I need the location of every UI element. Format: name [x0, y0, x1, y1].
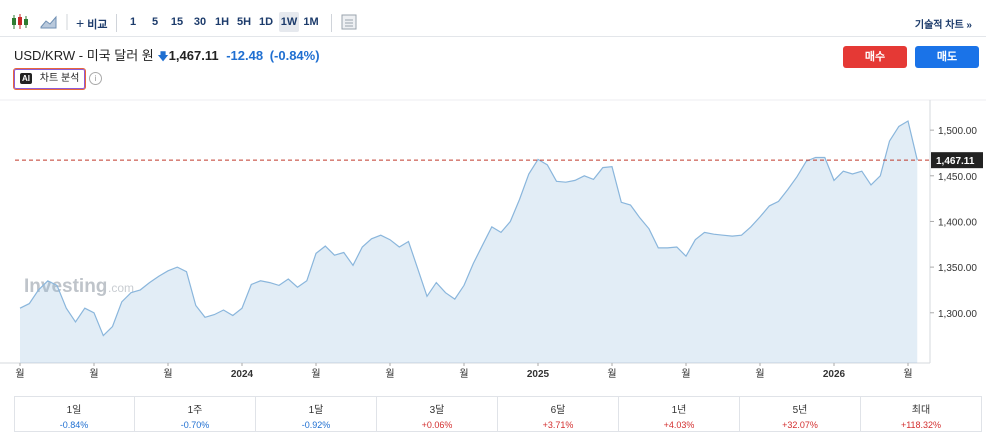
- period-label: 최대: [911, 405, 931, 416]
- x-tick-label: 월: [755, 368, 764, 380]
- area-fill: [20, 121, 918, 363]
- period-label: 3달: [429, 405, 445, 416]
- x-tick-label: 월: [681, 368, 690, 380]
- down-arrow: 🡇: [157, 51, 169, 63]
- watermark-suffix: .com: [108, 281, 134, 295]
- performance-cell: 1년 +4.03%: [619, 396, 740, 432]
- interval-button[interactable]: 5: [151, 16, 159, 28]
- interval-button[interactable]: 15: [170, 16, 184, 28]
- x-tick-label: 월: [459, 368, 468, 380]
- x-tick-label: 월: [607, 368, 616, 380]
- performance-cell: 6달 +3.71%: [498, 396, 619, 432]
- performance-cell: 1주 -0.70%: [135, 396, 256, 432]
- last-price-box: [931, 152, 983, 169]
- performance-cell: 최대 +118.32%: [861, 396, 982, 432]
- x-tick-label: 2026: [823, 369, 846, 380]
- info-icon[interactable]: i: [89, 72, 102, 85]
- y-tick-label: 1,300.00: [938, 309, 977, 320]
- x-tick-label: 월: [163, 368, 172, 380]
- buy-button[interactable]: 매수: [843, 46, 907, 68]
- interval-button[interactable]: 1H: [214, 16, 230, 28]
- x-tick-label: 월: [903, 368, 912, 380]
- interval-button[interactable]: 1W: [279, 12, 299, 32]
- period-change: +0.06%: [421, 420, 453, 430]
- period-change: +118.32%: [900, 420, 942, 430]
- price-line: [19, 120, 918, 337]
- period-change: -0.70%: [180, 420, 210, 430]
- last-price: 1,467.11: [168, 48, 219, 63]
- period-change: +4.03%: [663, 420, 695, 430]
- performance-cell: 1일 -0.84%: [14, 396, 135, 432]
- ai-analysis-button[interactable]: AI 차트 분석: [13, 68, 87, 90]
- technical-chart-link[interactable]: 기술적 차트 »: [914, 20, 972, 31]
- x-tick-label: 월: [89, 368, 98, 380]
- sell-button[interactable]: 매도: [915, 46, 979, 68]
- quote-header: USD/KRW - 미국 달러 원 🡇1,467.11 -12.48 (-0.8…: [14, 45, 320, 67]
- compare-button[interactable]: + 비교: [76, 15, 108, 31]
- x-tick-label: 2024: [231, 369, 254, 380]
- layout-icon[interactable]: [341, 14, 357, 30]
- period-change: -0.92%: [301, 420, 331, 430]
- period-label: 1주: [187, 405, 203, 416]
- x-tick-label: 2025: [527, 369, 550, 380]
- ai-label: 차트 분석: [39, 73, 80, 84]
- chart: 1,300.00 1,350.00 1,400.00 1,450.00 1,500.00…: [0, 99, 986, 380]
- performance-cell: 1달 -0.92%: [256, 396, 377, 432]
- separator: [116, 14, 117, 32]
- price-change: -12.48: [226, 48, 264, 63]
- interval-button[interactable]: 30: [193, 16, 207, 28]
- last-price-label: 1,467.11: [936, 156, 975, 167]
- y-tick-label: 1,450.00: [938, 172, 977, 183]
- performance-cell: 5년 +32.07%: [740, 396, 861, 432]
- x-tick-label: 월: [385, 368, 394, 380]
- instrument-title: USD/KRW - 미국 달러 원: [14, 48, 154, 63]
- y-tick-label: 1,500.00: [938, 126, 977, 137]
- x-tick-label: 월: [311, 368, 320, 380]
- period-change: +3.71%: [542, 420, 574, 430]
- period-change: -0.84%: [59, 420, 89, 430]
- y-tick-label: 1,400.00: [938, 217, 977, 228]
- period-change: +32.07%: [782, 420, 818, 430]
- chart-style-icons[interactable]: [10, 12, 70, 32]
- price-change-pct: (-0.84%): [269, 48, 320, 63]
- period-label: 5년: [792, 405, 808, 416]
- period-label: 1일: [66, 405, 82, 416]
- toolbar: [0, 0, 986, 37]
- x-tick-label: 월: [15, 368, 24, 380]
- y-tick-label: 1,350.00: [938, 263, 977, 274]
- interval-button[interactable]: 1: [129, 16, 137, 28]
- interval-button[interactable]: 5H: [236, 16, 252, 28]
- period-label: 6달: [550, 405, 566, 416]
- watermark: Investing: [24, 276, 107, 297]
- interval-button[interactable]: 1M: [303, 16, 319, 28]
- compare-label: 비교: [87, 19, 108, 31]
- interval-button[interactable]: 1D: [258, 16, 274, 28]
- period-label: 1달: [308, 405, 324, 416]
- period-label: 1년: [671, 405, 687, 416]
- ai-badge: AI: [20, 73, 32, 84]
- performance-cell: 3달 +0.06%: [377, 396, 498, 432]
- separator: [331, 14, 332, 32]
